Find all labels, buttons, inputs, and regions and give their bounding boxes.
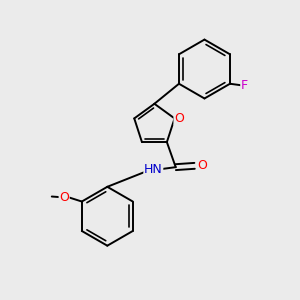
Text: O: O xyxy=(197,159,207,172)
Text: O: O xyxy=(174,112,184,125)
Text: HN: HN xyxy=(144,163,163,176)
Text: F: F xyxy=(241,79,248,92)
Text: O: O xyxy=(59,190,69,204)
